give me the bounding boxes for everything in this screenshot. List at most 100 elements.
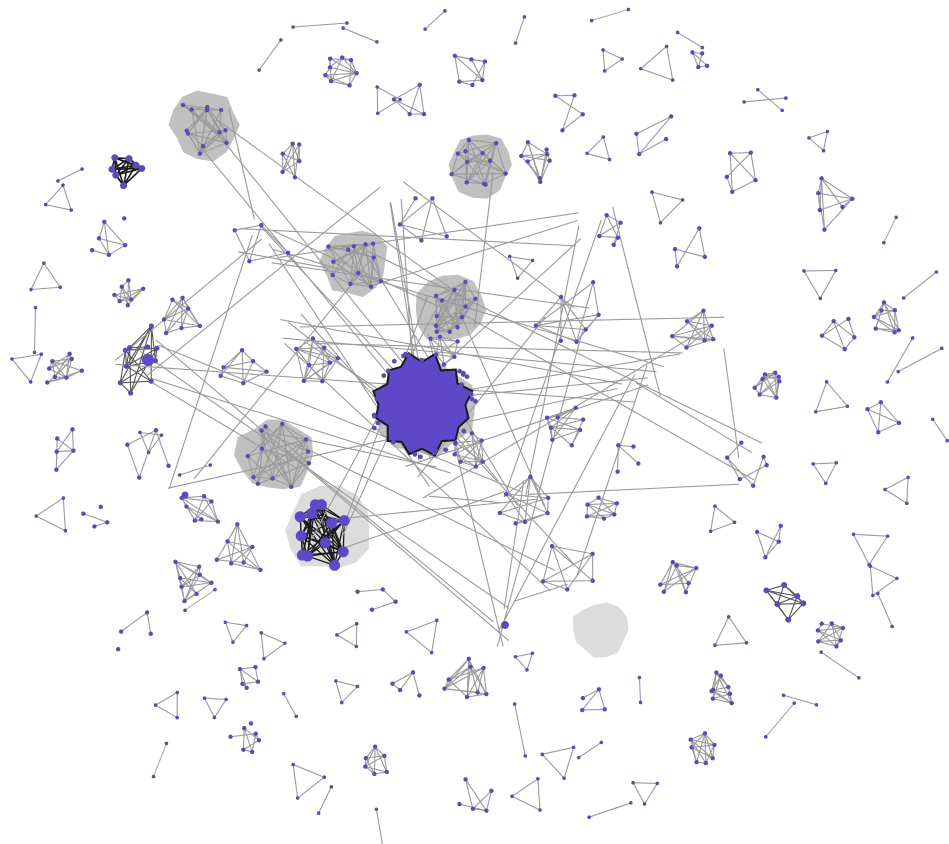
node: [417, 693, 422, 698]
edge: [243, 561, 261, 571]
edge: [218, 110, 222, 133]
edge: [663, 565, 678, 593]
edge: [202, 109, 222, 147]
node: [571, 745, 576, 750]
node: [572, 93, 577, 98]
node: [601, 48, 605, 52]
edge: [330, 57, 343, 82]
node: [354, 70, 359, 76]
node: [674, 563, 680, 568]
node: [464, 694, 470, 700]
edge: [377, 99, 401, 114]
node: [674, 264, 680, 269]
edge: [436, 306, 466, 333]
edge: [454, 55, 460, 82]
edge: [551, 407, 577, 441]
edge: [818, 627, 844, 642]
node: [464, 180, 469, 185]
edge: [124, 350, 127, 367]
node: [250, 358, 256, 364]
node: [397, 687, 403, 693]
edge: [365, 244, 372, 287]
node: [180, 295, 185, 301]
node: [463, 149, 468, 154]
edge: [186, 506, 219, 523]
edge: [191, 109, 201, 154]
edge: [114, 288, 144, 296]
edge: [349, 60, 352, 86]
node: [125, 442, 130, 447]
edge: [239, 668, 248, 689]
node: [71, 448, 76, 453]
edge: [710, 521, 735, 532]
node: [253, 731, 258, 736]
node: [513, 521, 518, 526]
node: [596, 312, 601, 318]
edge: [676, 564, 697, 569]
edge: [254, 666, 259, 682]
node: [290, 141, 295, 146]
edge: [813, 462, 837, 465]
node: [730, 189, 735, 194]
node: [280, 151, 285, 156]
node: [538, 808, 542, 812]
edge: [295, 348, 305, 382]
node: [281, 691, 286, 696]
node: [466, 656, 471, 662]
node: [283, 641, 287, 646]
node: [119, 284, 125, 289]
edge: [365, 746, 376, 759]
node: [386, 368, 391, 374]
node: [125, 302, 131, 308]
node: [815, 628, 821, 633]
node: [458, 459, 463, 464]
edge: [663, 567, 697, 593]
node: [697, 226, 702, 231]
node: [823, 481, 828, 486]
node: [244, 685, 249, 691]
node: [328, 78, 334, 84]
node: [482, 59, 488, 64]
edge: [328, 246, 372, 288]
node: [326, 517, 338, 529]
node: [374, 807, 379, 812]
edge: [369, 219, 578, 288]
node: [850, 196, 855, 201]
edge: [444, 666, 471, 690]
node: [393, 599, 398, 604]
node: [354, 621, 359, 626]
node: [371, 255, 376, 260]
edge: [223, 366, 267, 373]
node: [294, 346, 299, 352]
node: [224, 140, 229, 145]
edge: [833, 320, 855, 338]
edge: [515, 656, 528, 671]
edge: [125, 347, 131, 367]
node: [589, 18, 594, 23]
edge: [375, 809, 383, 844]
node: [876, 591, 880, 596]
edge: [65, 353, 71, 378]
edge: [449, 306, 467, 333]
edge: [817, 627, 844, 631]
node: [413, 196, 418, 201]
node: [98, 504, 103, 510]
edge: [787, 595, 798, 620]
edge: [660, 567, 697, 586]
node: [347, 83, 352, 88]
node: [670, 78, 675, 82]
node: [320, 379, 325, 384]
edge: [382, 589, 396, 603]
node: [833, 268, 838, 273]
node: [744, 640, 749, 645]
edge: [55, 450, 74, 471]
edge: [216, 119, 471, 303]
node: [710, 696, 716, 701]
node: [244, 623, 249, 628]
node: [670, 559, 675, 565]
node: [876, 430, 881, 435]
node: [297, 158, 302, 164]
edge: [180, 308, 189, 329]
edge: [284, 342, 551, 592]
node: [680, 198, 685, 202]
